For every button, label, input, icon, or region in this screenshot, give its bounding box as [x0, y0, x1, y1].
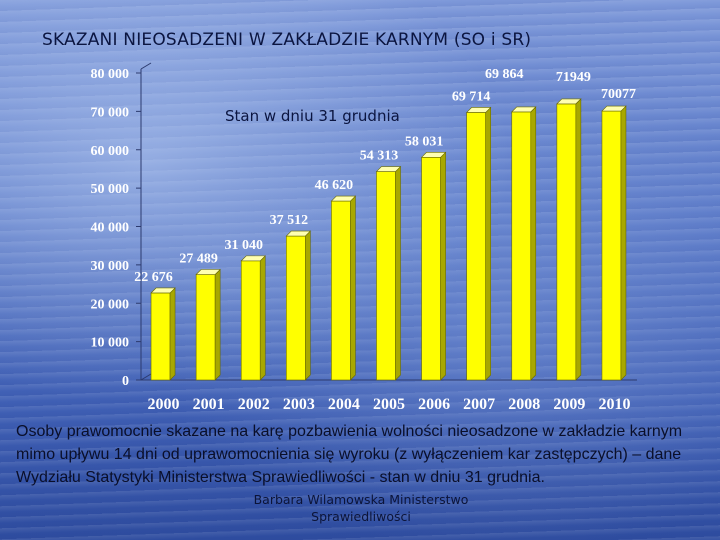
bar-top	[285, 230, 312, 237]
bar-side	[620, 105, 627, 381]
y-axis-depth	[140, 62, 152, 70]
data-label: 27 489	[179, 252, 218, 267]
bar	[421, 157, 441, 381]
slide-title: SKAZANI NIEOSADZENI W ZAKŁADZIE KARNYM (…	[42, 30, 532, 50]
bar	[150, 292, 171, 381]
y-tick-label: 10 000	[91, 336, 130, 351]
bar-top	[375, 166, 402, 172]
y-tick-label: 0	[122, 374, 129, 389]
bar-top	[556, 98, 582, 105]
y-tick-label: 40 000	[91, 221, 130, 236]
bar-side	[169, 287, 176, 381]
x-tick-label: 2004	[328, 396, 360, 410]
y-tick-label: 30 000	[91, 259, 130, 274]
data-label: 69 714	[452, 89, 491, 104]
x-tick-label: 2000	[148, 396, 180, 410]
bar	[556, 103, 577, 381]
y-tick-label: 70 000	[91, 105, 130, 120]
bar	[195, 274, 216, 381]
bar-top	[330, 195, 357, 202]
chart-annotation: Stan w dniu 31 grudnia	[225, 107, 400, 125]
bar-side	[395, 165, 401, 381]
chart-labels: 2000 22 676 2001 27 489 2002 31 040 2003 37 512…	[134, 67, 636, 410]
x-tick-label: 2002	[238, 396, 270, 410]
bar-side	[350, 195, 356, 381]
bar-side	[485, 106, 491, 381]
bar	[286, 235, 306, 381]
bar-chart: 0 10 000 20 000 30 000 40 000 50 000 60 000 70 …	[91, 62, 637, 410]
chart-bars	[150, 98, 627, 381]
data-label: 54 313	[360, 149, 399, 164]
data-label: 46 620	[315, 178, 354, 193]
bar-top	[601, 105, 627, 112]
bar-side	[259, 255, 266, 381]
x-tick-label: 2001	[193, 396, 225, 410]
y-tick-label: 50 000	[91, 182, 130, 197]
y-tick-label: 60 000	[91, 144, 130, 159]
x-axis-depth	[140, 373, 152, 381]
bar	[240, 260, 261, 381]
y-tick-label: 80 000	[91, 67, 130, 82]
bar	[331, 200, 351, 381]
bar-top	[240, 255, 266, 262]
data-label: 58 031	[405, 134, 444, 149]
bar-top	[465, 107, 492, 113]
bar-side	[305, 230, 311, 381]
bar-top	[420, 152, 447, 158]
caption-text: Osoby prawomocnie skazane na karę pozbaw…	[16, 423, 683, 486]
x-tick-label: 2006	[418, 396, 450, 410]
x-tick-label: 2003	[283, 396, 315, 410]
chart-axes: 0 10 000 20 000 30 000 40 000 50 000 60 000 70 …	[91, 62, 637, 389]
x-tick-label: 2009	[553, 396, 585, 410]
x-tick-label: 2005	[373, 396, 405, 410]
data-label: 69 864	[485, 67, 524, 82]
data-label: 71949	[556, 70, 591, 85]
x-tick-label: 2010	[598, 396, 630, 410]
bar-side	[575, 98, 582, 381]
data-label: 37 512	[270, 213, 309, 228]
x-tick-label: 2008	[508, 396, 540, 410]
bar-top	[150, 287, 176, 294]
bar	[601, 110, 622, 381]
author-credit: Barbara Wilamowska Ministerstwo Sprawied…	[253, 492, 469, 524]
bar-side	[214, 268, 221, 381]
x-tick-label: 2007	[463, 396, 495, 410]
bar	[466, 112, 486, 381]
data-label: 70077	[601, 87, 636, 102]
data-label: 22 676	[134, 270, 173, 285]
bar-top	[511, 106, 537, 113]
bar-side	[440, 151, 446, 381]
bar-side	[530, 106, 537, 381]
bar	[511, 111, 532, 381]
bar	[376, 171, 396, 381]
data-label: 31 040	[224, 238, 263, 253]
bar-top	[195, 269, 221, 275]
y-tick-label: 20 000	[91, 297, 130, 312]
